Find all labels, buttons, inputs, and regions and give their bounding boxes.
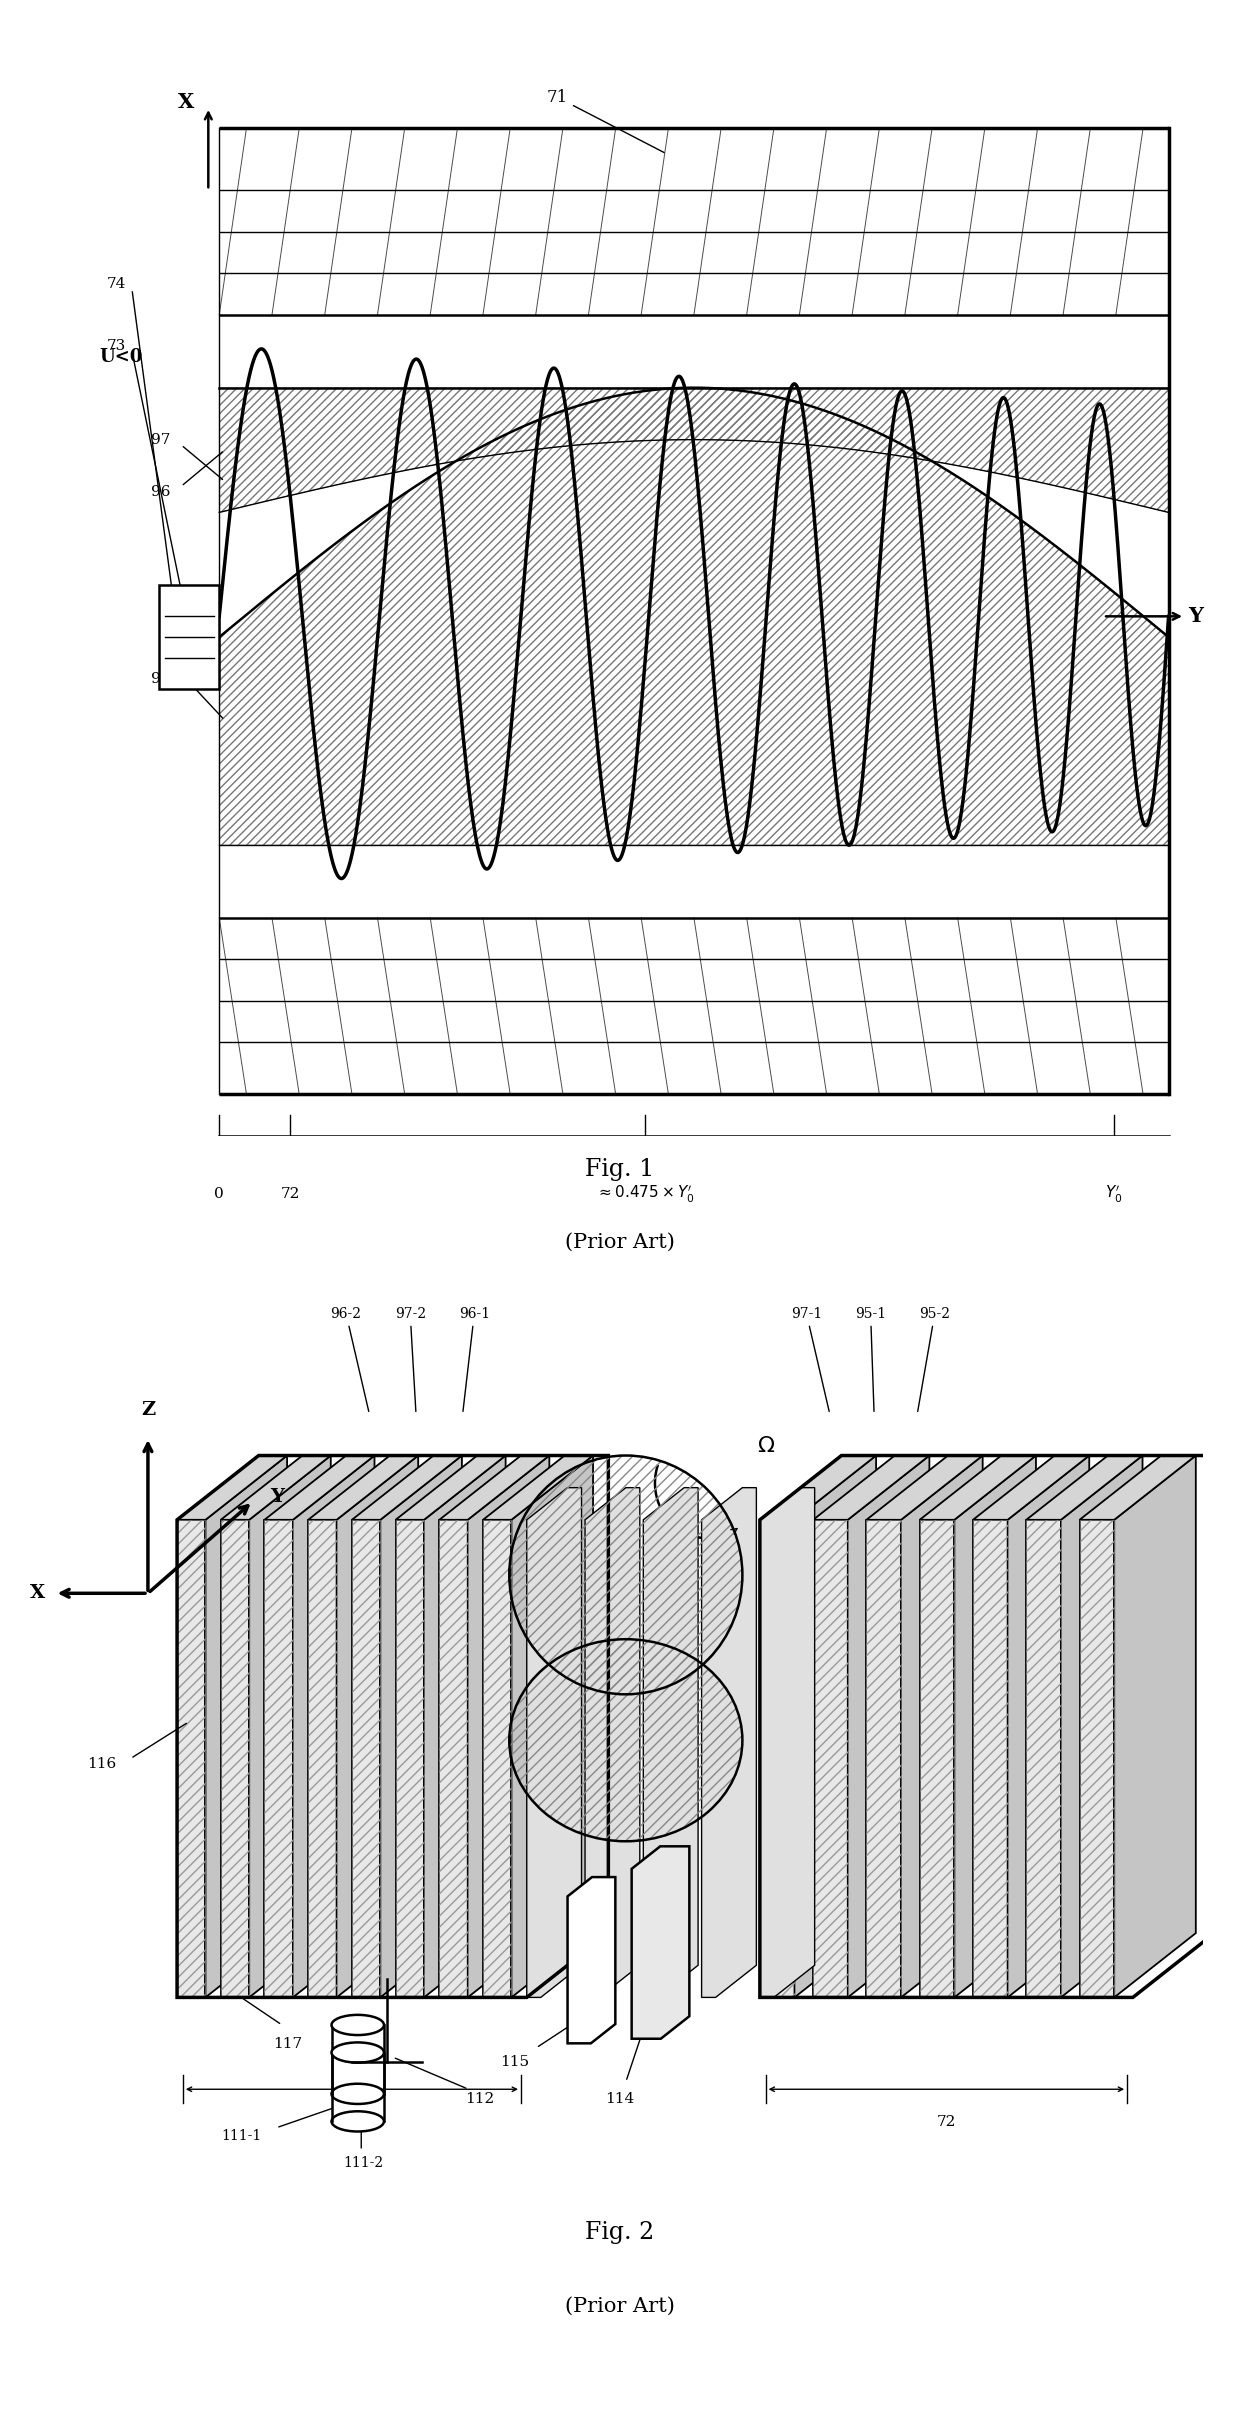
Text: (Prior Art): (Prior Art): [565, 2296, 675, 2315]
Polygon shape: [511, 1455, 593, 1996]
Polygon shape: [527, 1489, 582, 1996]
Text: 115: 115: [501, 2054, 529, 2069]
Text: 112: 112: [465, 2093, 495, 2105]
Text: 73: 73: [107, 338, 126, 353]
Ellipse shape: [331, 2112, 384, 2132]
Text: 95-1: 95-1: [856, 1308, 887, 1412]
Polygon shape: [264, 1520, 293, 1996]
Polygon shape: [867, 1520, 901, 1996]
Text: U<0: U<0: [99, 348, 143, 365]
Polygon shape: [920, 1520, 955, 1996]
Polygon shape: [206, 1455, 288, 1996]
Ellipse shape: [331, 2083, 384, 2103]
Polygon shape: [484, 1520, 511, 1996]
Text: Fig. 2: Fig. 2: [585, 2221, 655, 2245]
Polygon shape: [760, 1489, 815, 1996]
Polygon shape: [293, 1455, 374, 1996]
Text: 96: 96: [150, 486, 170, 498]
Polygon shape: [1027, 1455, 1142, 1520]
Ellipse shape: [331, 2016, 384, 2035]
Polygon shape: [644, 1489, 698, 1996]
Polygon shape: [795, 1455, 877, 1996]
Polygon shape: [1080, 1520, 1115, 1996]
Polygon shape: [381, 1455, 463, 1996]
Text: 114: 114: [605, 2093, 635, 2105]
Text: Y: Y: [270, 1489, 284, 1506]
Polygon shape: [336, 1455, 418, 1996]
Polygon shape: [352, 1520, 381, 1996]
Text: 116: 116: [87, 1757, 115, 1772]
Polygon shape: [264, 1455, 374, 1520]
Text: 96-1: 96-1: [459, 1308, 490, 1412]
Text: Y: Y: [1188, 607, 1203, 626]
Polygon shape: [439, 1455, 549, 1520]
Text: 96-2: 96-2: [331, 1308, 368, 1412]
Text: Fig. 1: Fig. 1: [585, 1158, 655, 1182]
Polygon shape: [1027, 1520, 1061, 1996]
Polygon shape: [813, 1520, 848, 1996]
Text: $Y_0^{\prime}$: $Y_0^{\prime}$: [1105, 1184, 1122, 1204]
Text: 74: 74: [107, 278, 126, 290]
Text: (Prior Art): (Prior Art): [565, 1233, 675, 1252]
Polygon shape: [177, 1455, 288, 1520]
Polygon shape: [901, 1455, 982, 1996]
Text: 95-2: 95-2: [918, 1308, 950, 1412]
Text: 95: 95: [151, 672, 170, 686]
Polygon shape: [1080, 1455, 1195, 1520]
Polygon shape: [973, 1520, 1008, 1996]
Polygon shape: [1061, 1455, 1142, 1996]
Text: $\Omega$: $\Omega$: [756, 1436, 775, 1457]
Polygon shape: [955, 1455, 1035, 1996]
Polygon shape: [631, 1847, 689, 2040]
Text: $\approx 0.475 \times Y_0^{\prime}$: $\approx 0.475 \times Y_0^{\prime}$: [595, 1184, 694, 1204]
Text: 72: 72: [280, 1187, 300, 1201]
Polygon shape: [484, 1455, 593, 1520]
Text: 71: 71: [342, 2115, 362, 2129]
Text: X: X: [30, 1583, 45, 1602]
Polygon shape: [249, 1455, 331, 1996]
Polygon shape: [309, 1455, 418, 1520]
Polygon shape: [396, 1520, 424, 1996]
Polygon shape: [848, 1455, 930, 1996]
Text: 0: 0: [215, 1187, 224, 1201]
Polygon shape: [760, 1455, 877, 1520]
Polygon shape: [568, 1878, 615, 2042]
Polygon shape: [309, 1520, 336, 1996]
Polygon shape: [221, 1455, 331, 1520]
Polygon shape: [702, 1489, 756, 1996]
Polygon shape: [467, 1455, 549, 1996]
Polygon shape: [396, 1455, 506, 1520]
Text: 117: 117: [273, 2038, 303, 2052]
Polygon shape: [221, 1520, 249, 1996]
Text: 72: 72: [936, 2115, 956, 2129]
Text: 111-1: 111-1: [221, 2129, 262, 2144]
Polygon shape: [177, 1520, 206, 1996]
Polygon shape: [1115, 1455, 1195, 1996]
Text: 97-1: 97-1: [791, 1308, 830, 1412]
Polygon shape: [867, 1455, 982, 1520]
Text: 111-2: 111-2: [343, 2156, 383, 2170]
Ellipse shape: [331, 2042, 384, 2062]
Text: 71: 71: [547, 89, 665, 152]
Text: X: X: [179, 92, 195, 111]
Polygon shape: [973, 1455, 1089, 1520]
Polygon shape: [424, 1455, 506, 1996]
Polygon shape: [920, 1455, 1035, 1520]
Polygon shape: [1008, 1455, 1089, 1996]
Polygon shape: [813, 1455, 930, 1520]
Polygon shape: [439, 1520, 467, 1996]
Polygon shape: [352, 1455, 463, 1520]
Polygon shape: [760, 1520, 795, 1996]
Text: 97-2: 97-2: [394, 1308, 425, 1412]
Polygon shape: [585, 1489, 640, 1996]
Text: 97: 97: [151, 433, 170, 447]
Bar: [159, 585, 219, 689]
Text: Z: Z: [141, 1402, 155, 1419]
